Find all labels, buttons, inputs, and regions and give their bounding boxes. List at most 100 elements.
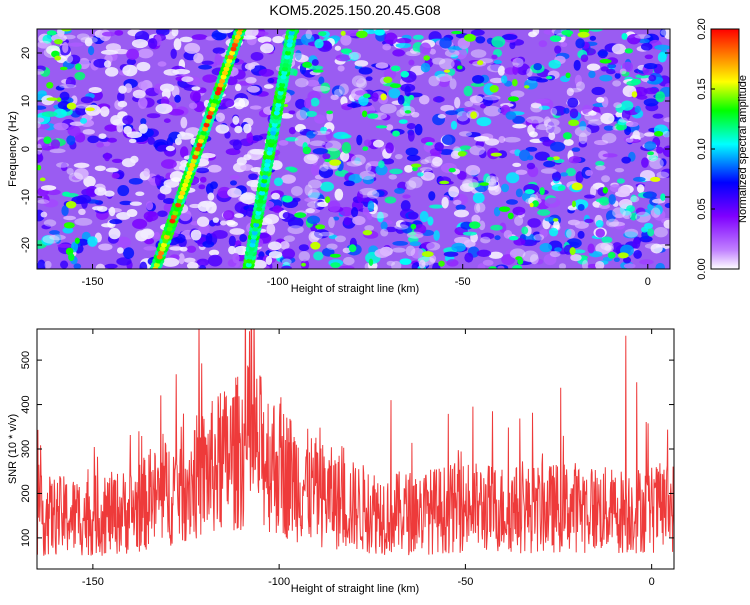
heatmap-cell — [366, 161, 382, 167]
heatmap-cell — [372, 139, 385, 148]
heatmap-stripe-0 — [193, 150, 200, 156]
heatmap-cell — [313, 229, 330, 239]
heatmap-cell — [410, 223, 417, 230]
heatmap-cell — [326, 110, 333, 115]
heatmap-cell — [46, 189, 61, 196]
heatmap-cell — [490, 224, 503, 231]
heatmap-cell — [189, 90, 201, 102]
heatmap-stripe-1 — [259, 186, 266, 192]
heatmap-cell — [57, 243, 72, 248]
heatmap-cell — [570, 254, 582, 262]
heatmap-cell — [489, 84, 499, 93]
heatmap-cell — [408, 211, 419, 220]
snr-y-axis-title: SNR (10 * v/v) — [7, 414, 19, 484]
heatmap-cell — [250, 167, 263, 173]
heatmap-cell — [96, 142, 104, 148]
heatmap-cell — [636, 94, 648, 100]
heatmap-cell — [567, 219, 581, 226]
heatmap-cell — [549, 250, 561, 258]
heatmap-cell — [410, 247, 424, 259]
heatmap-cell — [305, 29, 313, 40]
heatmap-cell — [304, 197, 319, 203]
heatmap-cell — [507, 96, 519, 102]
heatmap-stripe-1 — [273, 110, 280, 116]
heatmap-stripe-1 — [253, 218, 260, 224]
heatmap-cell — [135, 191, 145, 197]
heatmap-cell — [514, 215, 524, 226]
heatmap-cell — [143, 168, 150, 177]
heatmap-cell — [377, 211, 384, 223]
heatmap-cell — [512, 162, 522, 168]
heatmap-cell — [382, 43, 392, 51]
heatmap-cell — [116, 236, 131, 249]
heatmap-cell — [659, 29, 667, 38]
heatmap-cell — [471, 214, 481, 224]
heatmap-cell — [334, 88, 343, 97]
heatmap-cell — [551, 171, 562, 182]
heatmap-cell — [404, 164, 414, 173]
heatmap-cell — [388, 174, 397, 180]
heatmap-cell — [608, 194, 616, 205]
heatmap-cell — [74, 237, 80, 244]
heatmap-cell — [367, 190, 380, 199]
heatmap-cell — [490, 152, 503, 157]
heatmap-cell — [455, 204, 466, 211]
heatmap-cell — [565, 167, 576, 177]
heatmap-cell — [433, 230, 440, 241]
heatmap-cell — [418, 95, 430, 105]
heatmap-cell — [251, 259, 267, 269]
heatmap-cell — [352, 215, 366, 226]
heatmap-cell — [37, 259, 46, 269]
heatmap-cell — [272, 35, 285, 44]
heatmap-cell — [105, 43, 122, 52]
heatmap-cell — [129, 201, 143, 206]
heatmap-cell — [83, 175, 96, 188]
heatmap-cell — [569, 88, 582, 93]
heatmap-cell — [548, 131, 556, 141]
heatmap-cell — [531, 119, 539, 129]
heatmap-cell — [644, 141, 657, 151]
heatmap-cell — [616, 178, 625, 184]
heatmap-cell — [595, 242, 611, 255]
heatmap-cell — [431, 57, 446, 65]
heatmap-cell — [529, 254, 539, 265]
heatmap-cell — [170, 48, 177, 59]
heatmap-cell — [118, 85, 127, 94]
heatmap-cell — [191, 86, 201, 91]
heatmap-cell — [429, 204, 444, 209]
heatmap-y-ticks: -20 -10 0 10 20 — [20, 47, 670, 253]
heatmap-cell — [543, 160, 556, 168]
heatmap-cell — [307, 201, 321, 209]
heatmap-cell — [250, 51, 264, 61]
heatmap-cell — [103, 60, 112, 68]
heatmap-cell — [458, 131, 473, 137]
heatmap-cell — [525, 118, 533, 126]
heatmap-cell — [305, 208, 315, 214]
heatmap-cell — [56, 162, 69, 168]
heatmap-stripe-1 — [262, 170, 269, 176]
heatmap-cell — [298, 251, 311, 262]
heatmap-cell — [533, 62, 543, 71]
heatmap-cell — [317, 201, 329, 207]
heatmap-stripe-1 — [252, 226, 259, 232]
heatmap-cell — [571, 200, 576, 208]
heatmap-cell — [548, 59, 561, 69]
snr-y-tick-label: 200 — [20, 484, 32, 502]
heatmap-cell — [526, 68, 533, 77]
heatmap-cell — [380, 221, 388, 230]
heatmap-stripe-1 — [279, 78, 286, 84]
heatmap-cell — [61, 205, 69, 217]
heatmap-cell — [392, 130, 400, 137]
heatmap-cell — [530, 102, 542, 109]
heatmap-cell — [535, 78, 548, 83]
heatmap-cell — [593, 139, 609, 146]
heatmap-stripe-0 — [233, 38, 240, 44]
heatmap-cell — [489, 77, 505, 84]
heatmap-cell — [40, 211, 48, 218]
heatmap-cell — [306, 215, 321, 225]
heatmap-cell — [271, 192, 280, 200]
heatmap-cell — [362, 229, 373, 236]
heatmap-x-tick-label: -150 — [82, 276, 104, 288]
heatmap-cell — [544, 197, 561, 208]
heatmap-cell — [381, 158, 395, 165]
